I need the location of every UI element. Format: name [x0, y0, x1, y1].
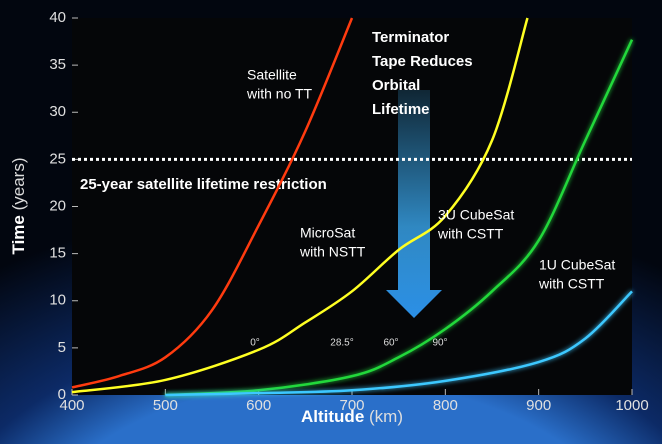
- y-unit: (years): [9, 157, 28, 210]
- arrow-text: Terminator: [372, 29, 449, 46]
- x-tick-label: 1000: [615, 397, 648, 414]
- arrow-text: Tape Reduces: [372, 53, 473, 70]
- x-label: Altitude: [301, 407, 364, 426]
- y-tick-label: 5: [58, 339, 66, 356]
- series-label: 3U CubeSat: [438, 207, 514, 223]
- x-tick-label: 500: [153, 397, 178, 414]
- angle-label: 0°: [250, 338, 260, 349]
- y-tick-label: 25: [49, 150, 66, 167]
- x-tick-label: 400: [59, 397, 84, 414]
- y-tick-label: 40: [49, 9, 66, 26]
- x-axis-label: Altitude (km): [301, 407, 403, 426]
- x-tick-label: 900: [526, 397, 551, 414]
- x-unit: (km): [369, 407, 403, 426]
- arrow-text: Orbital: [372, 77, 420, 94]
- series-label: with NSTT: [299, 244, 366, 260]
- y-tick-label: 10: [49, 292, 66, 309]
- series-label: with no TT: [246, 86, 313, 102]
- angle-label: 60°: [383, 338, 398, 349]
- series-label: with CSTT: [538, 276, 605, 292]
- x-tick-label: 600: [246, 397, 271, 414]
- y-label: Time: [9, 215, 28, 254]
- series-label: MicroSat: [300, 225, 355, 241]
- series-label: with CSTT: [437, 226, 504, 242]
- arrow-text: Lifetime: [372, 101, 430, 118]
- y-axis-label: Time (years): [9, 157, 28, 254]
- angle-label: 90°: [432, 338, 447, 349]
- angle-label: 28.5°: [330, 338, 353, 349]
- chart: 0510152025303540400500600700800900100025…: [0, 0, 662, 444]
- y-tick-label: 20: [49, 197, 66, 214]
- x-tick-label: 800: [433, 397, 458, 414]
- y-tick-label: 30: [49, 103, 66, 120]
- threshold-label: 25-year satellite lifetime restriction: [80, 176, 327, 193]
- y-tick-label: 15: [49, 245, 66, 262]
- y-tick-label: 35: [49, 56, 66, 73]
- series-label: Satellite: [247, 67, 297, 83]
- series-label: 1U CubeSat: [539, 257, 615, 273]
